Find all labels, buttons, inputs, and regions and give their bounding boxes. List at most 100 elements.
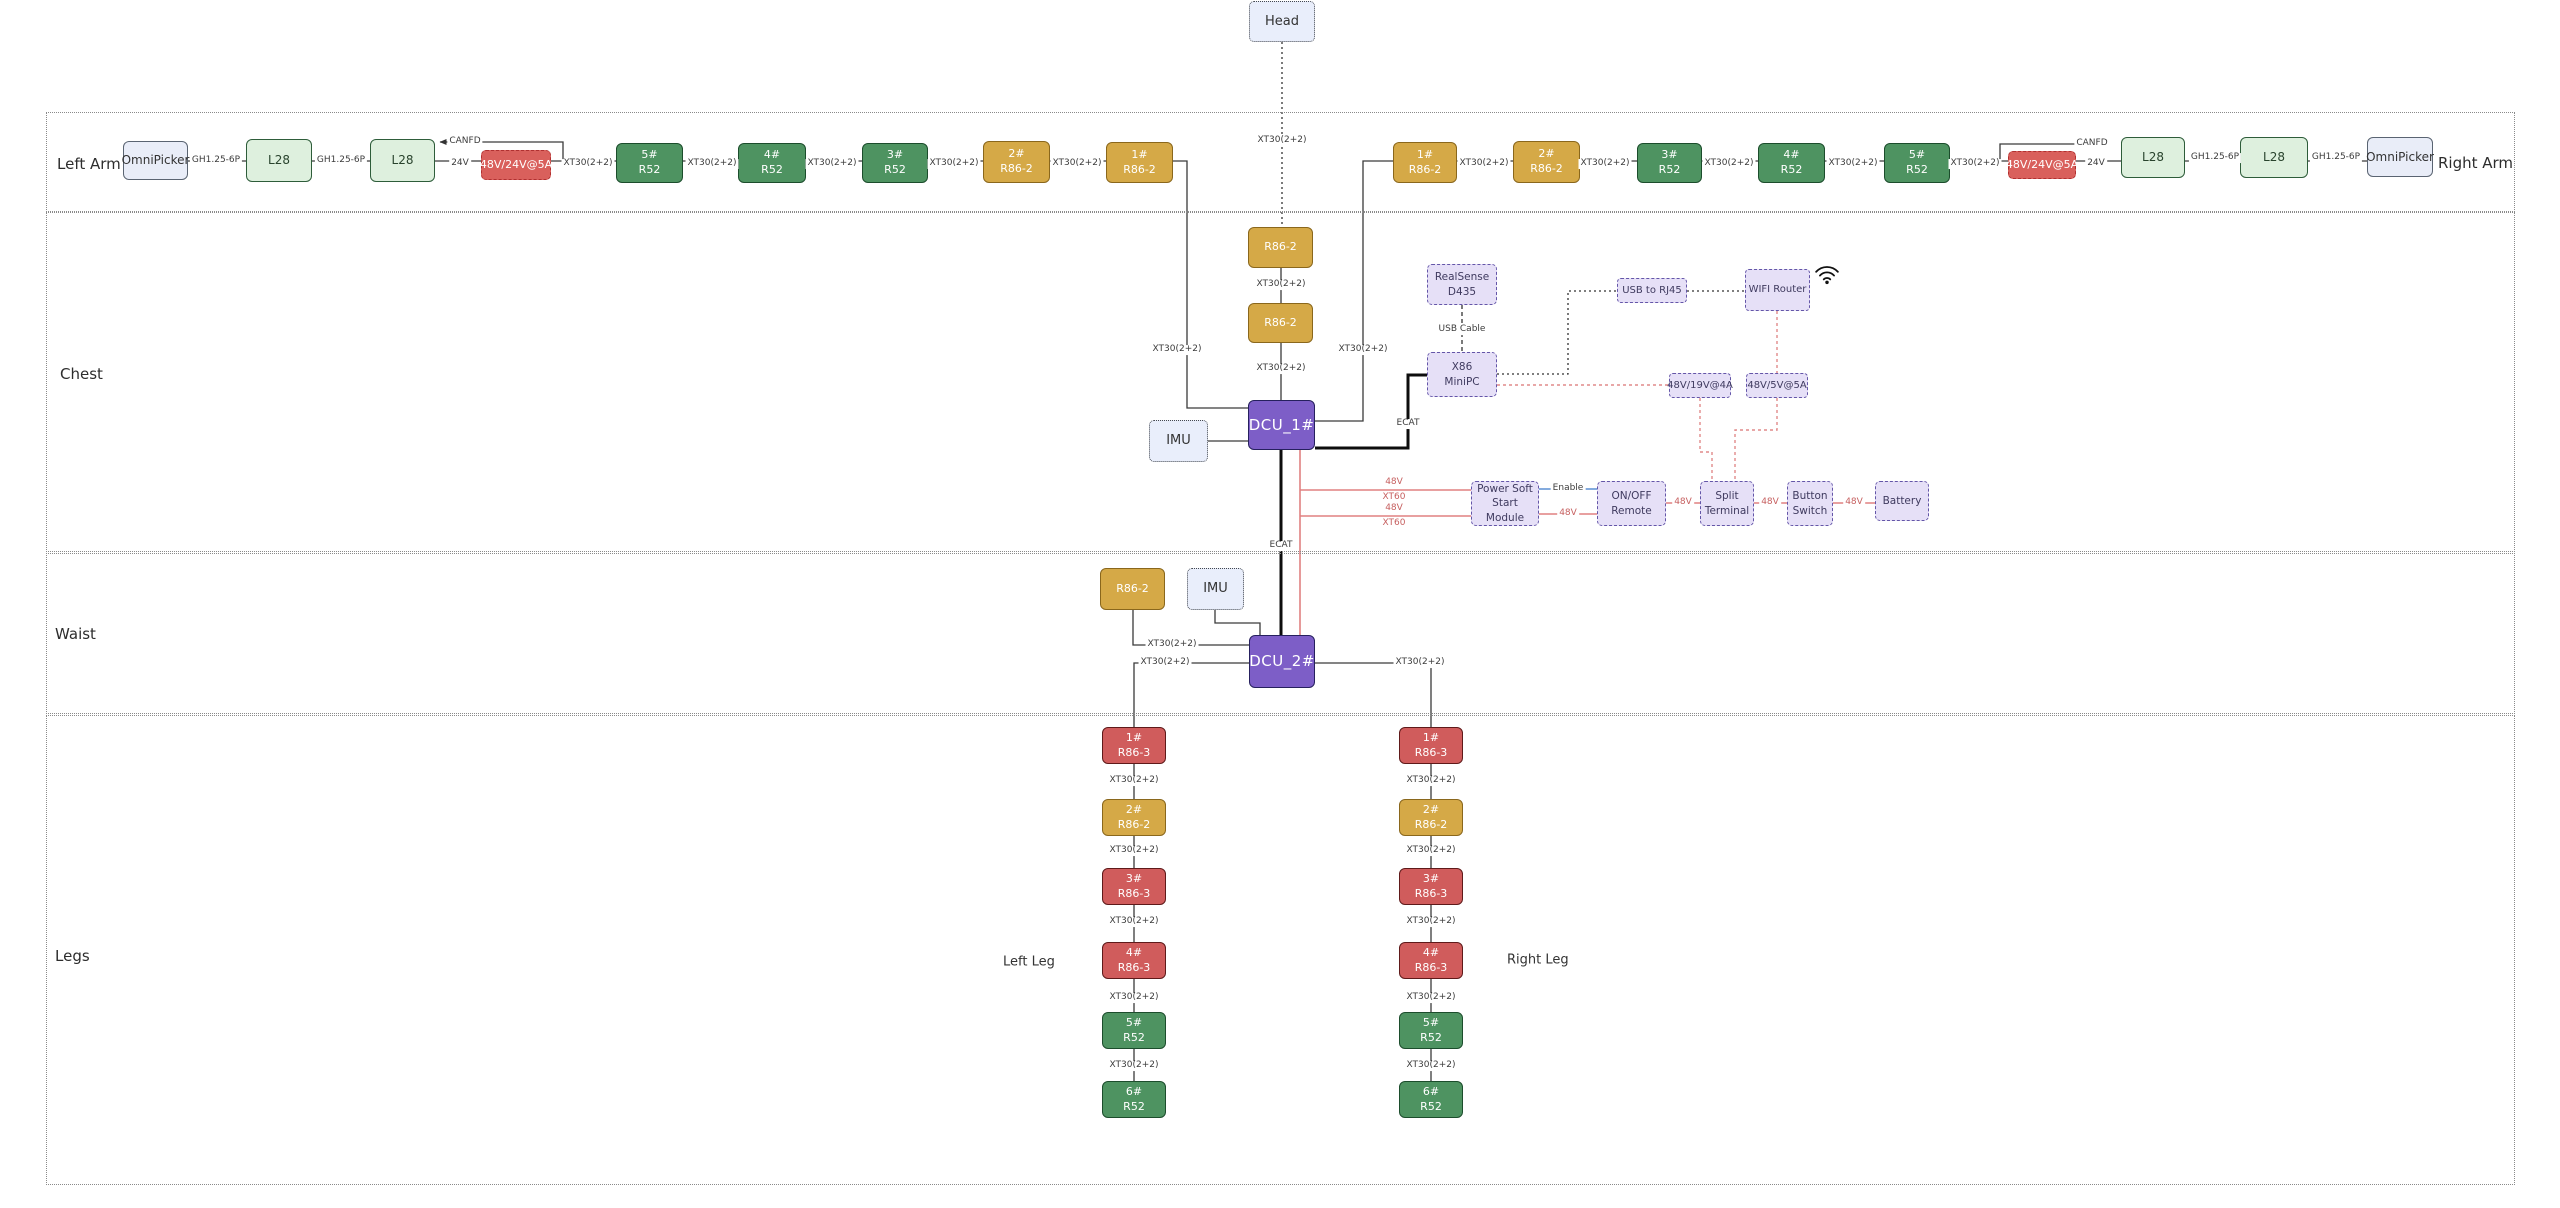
edge-label-17: GH1.25-6P — [2309, 152, 2363, 163]
edge-label-23: ECAT — [1394, 418, 1422, 429]
node-conv-right: 48V/24V@5A — [2006, 151, 2078, 179]
edge-22 — [1315, 160, 1393, 422]
section-legs — [46, 715, 2515, 1185]
node-realsense: RealSense D435 — [1427, 264, 1497, 305]
node-r86-chest-1: R86-2 — [1248, 227, 1313, 268]
section-waist — [46, 553, 2515, 714]
edge-label-18: XT30(2+2) — [1255, 135, 1309, 146]
node-leg-left-6: 6# R52 — [1102, 1081, 1166, 1118]
node-conv-5v: 48V/5V@5A — [1746, 373, 1808, 398]
node-r86-right-2: 2# R86-2 — [1513, 141, 1580, 183]
node-r52-left-3: 3# R52 — [862, 143, 928, 183]
node-r86-waist: R86-2 — [1100, 568, 1165, 610]
edge-label-9: XT30(2+2) — [1457, 158, 1511, 169]
node-r86-left-2: 2# R86-2 — [983, 141, 1050, 183]
section-chest — [46, 212, 2515, 552]
edge-label-33: 48V — [1759, 497, 1781, 508]
edge-label-26: 48V — [1383, 477, 1405, 488]
label-right-leg: Right Leg — [1507, 952, 1569, 968]
edge-label-45: XT30(2+2) — [1404, 916, 1458, 927]
node-leg-left-2: 2# R86-2 — [1102, 799, 1166, 836]
edge-label-37: XT30(2+2) — [1393, 657, 1447, 668]
node-r52-right-4: 4# R52 — [1758, 143, 1825, 183]
label-waist: Waist — [55, 625, 96, 643]
edge-17 — [1999, 141, 2109, 161]
node-head: Head — [1249, 1, 1315, 42]
label-legs: Legs — [55, 947, 90, 965]
edge-label-5: XT30(2+2) — [685, 158, 739, 169]
node-l28-left-1: L28 — [246, 139, 312, 182]
edge-label-46: XT30(2+2) — [1404, 992, 1458, 1003]
edge-label-27: XT60 — [1380, 492, 1408, 503]
edge-label-16: GH1.25-6P — [2188, 152, 2242, 163]
edge-41 — [1132, 610, 1249, 646]
edge-label-42: XT30(2+2) — [1107, 1060, 1161, 1071]
edge-21 — [1173, 160, 1248, 409]
label-right-arm: Right Arm — [2438, 154, 2514, 172]
node-leg-right-5: 5# R52 — [1399, 1012, 1463, 1049]
edge-label-14: CANFD — [2074, 138, 2110, 149]
node-leg-right-2: 2# R86-2 — [1399, 799, 1463, 836]
node-omnipicker-right: OmniPicker — [2366, 137, 2434, 177]
edge-label-20: XT30(2+2) — [1254, 363, 1308, 374]
edge-24 — [1315, 373, 1427, 450]
edge-label-21: XT30(2+2) — [1150, 344, 1204, 355]
label-chest: Chest — [60, 365, 103, 383]
edge-30 — [1497, 290, 1617, 375]
node-conv-left: 48V/24V@5A — [480, 150, 552, 180]
node-leg-left-3: 3# R86-3 — [1102, 868, 1166, 905]
label-left-arm: Left Arm — [57, 155, 121, 173]
edge-label-44: XT30(2+2) — [1404, 845, 1458, 856]
node-l28-right-2: L28 — [2240, 137, 2308, 178]
node-leg-right-6: 6# R52 — [1399, 1081, 1463, 1118]
edge-label-29: XT60 — [1380, 518, 1408, 529]
edge-label-34: 48V — [1843, 497, 1865, 508]
edge-label-43: XT30(2+2) — [1404, 775, 1458, 786]
node-leg-left-5: 5# R52 — [1102, 1012, 1166, 1049]
node-battery: Battery — [1875, 481, 1929, 521]
edge-label-15: 24V — [2085, 158, 2107, 169]
edge-label-32: 48V — [1672, 497, 1694, 508]
edge-label-4: XT30(2+2) — [561, 158, 615, 169]
edge-label-3: CANFD — [447, 136, 483, 147]
edge-34 — [1699, 398, 1713, 481]
node-leg-left-1: 1# R86-3 — [1102, 727, 1166, 764]
edge-label-31: 48V — [1557, 508, 1579, 519]
node-leg-right-4: 4# R86-3 — [1399, 942, 1463, 979]
section-arms — [46, 112, 2515, 212]
node-r86-left-1: 1# R86-2 — [1106, 142, 1173, 183]
edge-label-7: XT30(2+2) — [927, 158, 981, 169]
edge-label-19: XT30(2+2) — [1254, 279, 1308, 290]
edge-label-24: ECAT — [1267, 540, 1295, 551]
node-r86-right-1: 1# R86-2 — [1393, 142, 1457, 183]
node-l28-left-2: L28 — [370, 139, 435, 182]
edge-label-38: XT30(2+2) — [1107, 775, 1161, 786]
node-power-soft-start: Power Soft Start Module — [1471, 481, 1539, 526]
edge-label-13: XT30(2+2) — [1948, 158, 2002, 169]
node-r52-right-3: 3# R52 — [1637, 143, 1702, 183]
node-leg-right-1: 1# R86-3 — [1399, 727, 1463, 764]
node-r52-left-4: 4# R52 — [738, 143, 806, 183]
label-left-leg: Left Leg — [1003, 954, 1055, 970]
node-wifi-router: WIFI Router — [1745, 269, 1810, 311]
edge-label-1: GH1.25-6P — [314, 155, 368, 166]
edge-label-6: XT30(2+2) — [805, 158, 859, 169]
edge-label-41: XT30(2+2) — [1107, 992, 1161, 1003]
node-l28-right-1: L28 — [2121, 137, 2185, 178]
edge-label-40: XT30(2+2) — [1107, 916, 1161, 927]
node-r52-right-5: 5# R52 — [1884, 143, 1950, 183]
edge-label-39: XT30(2+2) — [1107, 845, 1161, 856]
node-imu-waist: IMU — [1187, 568, 1244, 610]
node-usb-to-rj45: USB to RJ45 — [1617, 278, 1687, 303]
node-onoff-remote: ON/OFF Remote — [1597, 481, 1666, 526]
node-omnipicker-left: OmniPicker — [122, 141, 189, 180]
node-imu-chest: IMU — [1149, 420, 1208, 462]
edge-label-28: 48V — [1383, 503, 1405, 514]
edge-43 — [1133, 662, 1249, 727]
edge-label-22: XT30(2+2) — [1336, 344, 1390, 355]
edge-42 — [1214, 610, 1261, 635]
node-dcu-1: DCU_1# — [1248, 400, 1315, 450]
node-r52-left-5: 5# R52 — [616, 143, 683, 183]
node-split-terminal: Split Terminal — [1700, 481, 1754, 526]
